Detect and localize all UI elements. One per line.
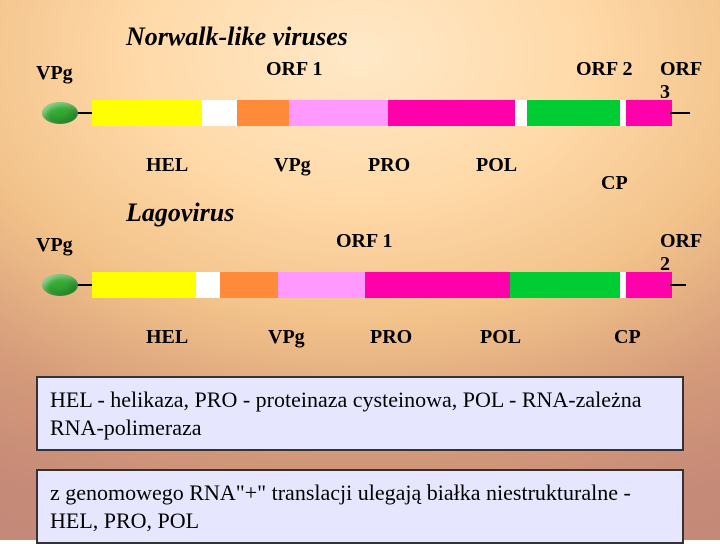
norwalk-vpg-label: VPg [36, 62, 73, 85]
genome-segment [626, 272, 672, 298]
genome-segment [278, 272, 365, 298]
norwalk-genome: VPg [36, 84, 684, 156]
genome-segment [527, 100, 620, 126]
genome-segment [515, 100, 527, 126]
genome-segment [220, 272, 278, 298]
orf-label: ORF 1 [266, 58, 322, 81]
note-textbox: z genomowego RNA"+" translacji ulegają b… [36, 469, 684, 544]
lagovirus-vpg-label: VPg [36, 234, 73, 257]
genome-segment [202, 100, 237, 126]
lagovirus-genome: VPg [36, 256, 684, 328]
lagovirus-line-right [670, 284, 686, 286]
genome-segment [510, 272, 620, 298]
genome-segment [365, 272, 510, 298]
protein-label: HEL [146, 154, 188, 177]
genome-segment [196, 272, 219, 298]
protein-label: VPg [268, 326, 305, 349]
orf-label: ORF 1 [336, 230, 392, 253]
genome-segment [388, 100, 516, 126]
protein-label: CP [614, 326, 641, 349]
protein-label: PRO [370, 326, 412, 349]
protein-label: VPg [274, 154, 311, 177]
norwalk-line-right [670, 112, 690, 114]
legend-textbox: HEL - helikaza, PRO - proteinaza cystein… [36, 376, 684, 451]
norwalk-protein-row: HELVPgPROPOLCP [36, 154, 684, 180]
genome-segment [626, 100, 672, 126]
norwalk-title: Norwalk-like viruses [126, 22, 684, 52]
genome-segment [289, 100, 388, 126]
lagovirus-protein-row: HEL VPg PRO POL CP [36, 326, 684, 352]
diagram-content: Norwalk-like viruses ORF 1ORF 2ORF 3 VPg… [0, 0, 720, 544]
vpg-oval-icon [42, 102, 78, 124]
genome-segment [237, 100, 289, 126]
genome-segment [92, 272, 196, 298]
lagovirus-title: Lagovirus [126, 198, 684, 228]
genome-segment [92, 100, 202, 126]
vpg-oval-icon [42, 274, 78, 296]
protein-label: HEL [146, 326, 188, 349]
protein-label: POL [476, 154, 517, 177]
lagovirus-bar [92, 272, 672, 298]
orf-label: ORF 2 [576, 58, 632, 81]
norwalk-orf-row: ORF 1ORF 2ORF 3 [36, 58, 684, 84]
protein-label: CP [601, 172, 628, 195]
lagovirus-orf-row: ORF 1ORF 2 [36, 230, 684, 256]
protein-label: PRO [368, 154, 410, 177]
norwalk-bar [92, 100, 672, 126]
protein-label: POL [480, 326, 521, 349]
